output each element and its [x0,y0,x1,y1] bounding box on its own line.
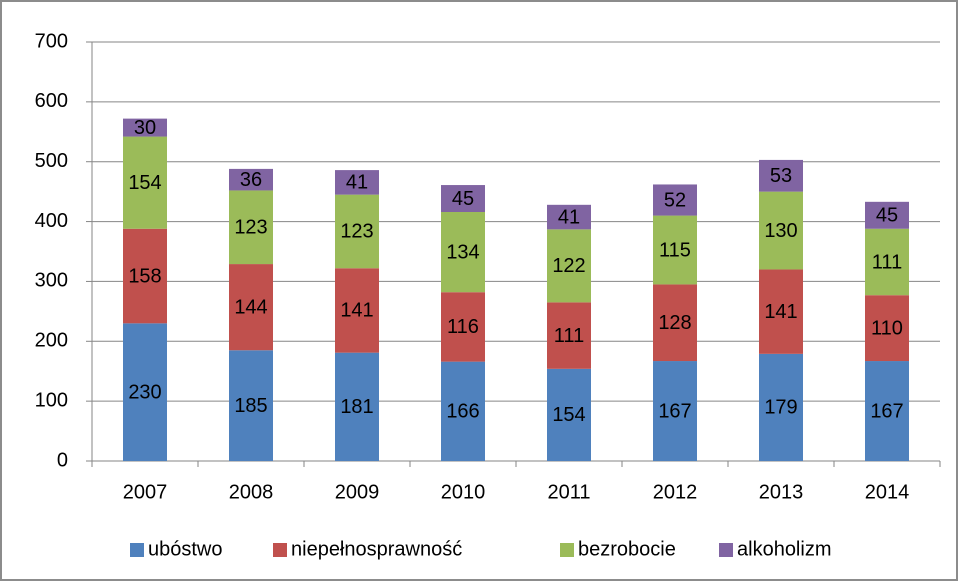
legend-swatch [560,543,574,557]
data-label: 134 [446,241,479,263]
data-label: 154 [128,172,161,194]
data-label: 167 [658,400,691,422]
bar-segment [229,168,273,191]
data-label: 111 [872,251,902,273]
bar-segment [759,191,803,270]
data-label: 116 [447,316,479,338]
y-tick-label: 100 [35,389,68,411]
y-tick-label: 0 [57,449,68,471]
bar-segment [653,215,697,285]
data-label: 45 [452,188,474,210]
bar-segment [335,194,379,269]
bar-segment [653,361,697,461]
x-tick-label: 2011 [547,481,590,503]
bar-segment [441,361,485,461]
data-label: 53 [770,165,792,187]
data-label: 123 [340,221,373,243]
legend-swatch [719,543,733,557]
bar-segment [123,118,167,137]
data-label: 115 [659,239,691,261]
bar-segment [865,201,909,229]
y-tick-label: 200 [35,330,68,352]
bar-segment [123,228,167,324]
bar-segment [547,302,591,369]
bar-segment [229,264,273,351]
data-label: 128 [658,312,691,334]
bar-segment [547,204,591,230]
data-label: 141 [340,300,373,322]
legend-swatch [273,543,287,557]
data-label: 141 [764,301,797,323]
bar-segment [123,323,167,461]
x-tick-label: 2012 [653,481,698,503]
data-label: 52 [664,189,686,211]
data-label: 230 [128,381,161,403]
bar-segment [441,211,485,293]
bar-segment [865,361,909,461]
data-label: 41 [346,172,368,194]
bar-segment [441,292,485,362]
legend-swatch [130,543,144,557]
x-tick-label: 2010 [441,481,486,503]
x-tick-label: 2008 [229,481,274,503]
bar-segment [759,269,803,354]
x-tick-label: 2009 [335,481,380,503]
bar-segment [547,229,591,303]
bar-segment [653,284,697,362]
data-label: 130 [764,220,797,242]
data-label: 144 [234,296,267,318]
bar-segment [335,170,379,195]
y-tick-label: 600 [35,90,68,112]
bar-segment [759,353,803,461]
bar-segment [335,352,379,461]
y-tick-label: 300 [35,270,68,292]
legend-label: ubóstwo [148,538,223,560]
bar-segment [229,190,273,265]
y-tick-label: 700 [35,30,68,52]
data-label: 45 [876,205,898,227]
bar-segment [865,228,909,296]
bar-segment [653,184,697,216]
bar-segment [759,159,803,192]
data-label: 166 [446,401,479,423]
data-label: 158 [128,265,161,287]
data-label: 181 [340,396,373,418]
legend-label: niepełnosprawność [291,538,462,560]
bar-segment [441,185,485,212]
y-tick-label: 500 [35,150,68,172]
data-label: 111 [554,325,584,347]
y-tick-label: 400 [35,210,68,232]
bar-segment [865,295,909,362]
bar-segment [335,268,379,353]
data-label: 110 [871,317,903,339]
data-label: 154 [552,404,585,426]
data-label: 41 [558,206,580,228]
data-label: 36 [240,169,262,191]
data-label: 122 [552,255,585,277]
x-tick-label: 2014 [865,481,910,503]
bar-segment [229,350,273,461]
legend-label: alkoholizm [737,538,831,560]
x-tick-label: 2013 [759,481,804,503]
bar-segment [123,136,167,229]
data-label: 179 [764,397,797,419]
data-label: 185 [234,395,267,417]
data-label: 30 [134,117,156,139]
data-label: 123 [234,217,267,239]
legend-label: bezrobocie [578,538,676,560]
bar-segment [547,368,591,461]
data-label: 167 [870,400,903,422]
x-tick-label: 2007 [123,481,168,503]
